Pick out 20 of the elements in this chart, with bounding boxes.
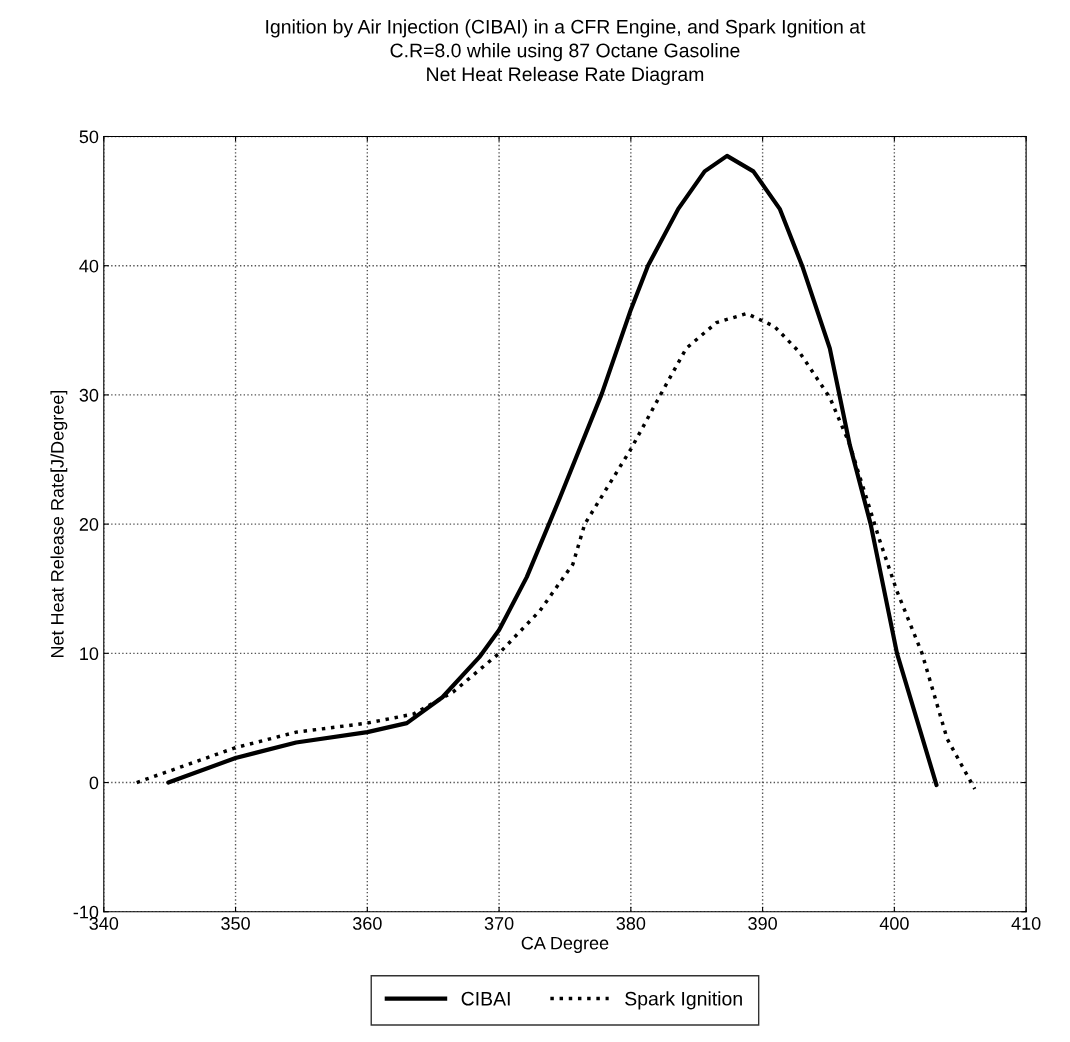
x-tick-label: 390 xyxy=(748,917,777,930)
y-tick-label: 50 xyxy=(79,130,99,144)
x-tick-label: 370 xyxy=(484,917,514,930)
x-axis-title: CA Degree xyxy=(521,936,609,954)
x-tick-label: 400 xyxy=(879,917,909,930)
legend-label: Spark Ignition xyxy=(625,991,742,1010)
x-tick-label: 380 xyxy=(616,917,646,930)
y-tick-label: 10 xyxy=(80,647,99,661)
x-tick-label: 360 xyxy=(352,917,382,930)
legend-label: CIBAI xyxy=(461,991,510,1006)
y-axis-title: Net Heat Release Rate[J/Degree] xyxy=(50,390,68,658)
x-tick-label: 410 xyxy=(1011,917,1041,930)
y-tick-label: -10 xyxy=(73,905,99,919)
y-tick-label: 20 xyxy=(79,518,99,531)
y-tick-label: 40 xyxy=(79,259,99,273)
chart-title: Ignition by Air Injection (CIBAI) in a CFR Engine, and Spark Ignition at C.R=8.0 while using 87 Octane Gasoline Net Heat Release Rate Diagram xyxy=(266,19,866,85)
x-tick-label: 350 xyxy=(221,917,250,930)
y-tick-label: 0 xyxy=(89,776,99,790)
y-tick-label: 30 xyxy=(79,388,99,402)
x-tick-label: 340 xyxy=(89,917,119,930)
